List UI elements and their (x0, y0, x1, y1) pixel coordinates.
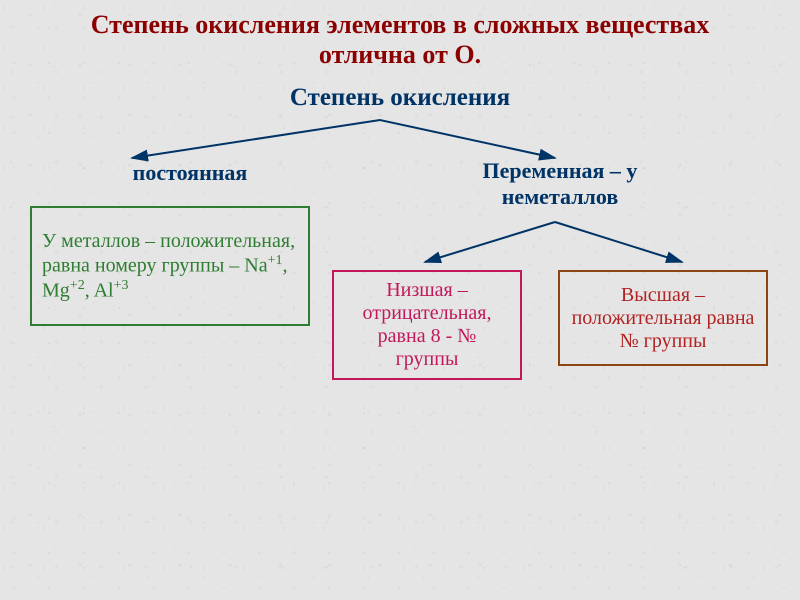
label-variable-line2: неметаллов (502, 184, 618, 209)
main-title: Степень окисления элементов в сложных ве… (0, 10, 800, 70)
title-line2: отлична от О. (319, 40, 481, 69)
label-variable-line1: Переменная – у (483, 158, 638, 183)
box-higher: Высшая – положительная равна № группы (558, 270, 768, 366)
box-lower: Низшая – отрицательная, равна 8 - № груп… (332, 270, 522, 380)
box-metals: У металлов – положительная, равна номеру… (30, 206, 310, 326)
subtitle: Степень окисления (0, 84, 800, 112)
label-constant: постоянная (100, 160, 280, 186)
box-lower-text: Низшая – отрицательная, равна 8 - № груп… (344, 279, 510, 371)
box-metals-text: У металлов – положительная, равна номеру… (42, 230, 298, 302)
box-higher-text: Высшая – положительная равна № группы (570, 284, 756, 353)
label-variable: Переменная – у неметаллов (450, 158, 670, 210)
diagram-root: Степень окисления элементов в сложных ве… (0, 0, 800, 600)
title-line1: Степень окисления элементов в сложных ве… (91, 10, 710, 39)
